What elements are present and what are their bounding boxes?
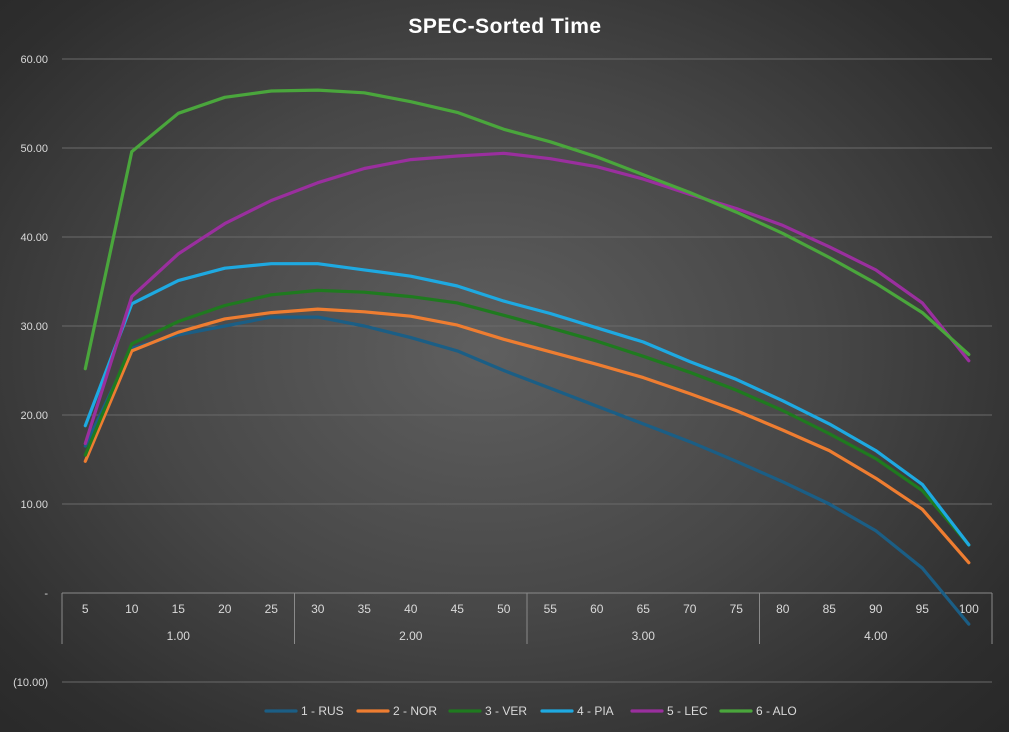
x-tick-label: 100 (959, 602, 979, 616)
x-tick-label: 55 (544, 602, 558, 616)
x-group-label: 3.00 (632, 629, 656, 643)
y-tick-label: 10.00 (20, 499, 48, 511)
legend-label: 5 - LEC (667, 704, 708, 718)
x-tick-label: 5 (82, 602, 89, 616)
x-tick-label: 95 (916, 602, 930, 616)
x-tick-label: 60 (590, 602, 604, 616)
x-group-label: 4.00 (864, 629, 888, 643)
x-tick-label: 45 (451, 602, 465, 616)
x-group-label: 2.00 (399, 629, 423, 643)
y-tick-label: 40.00 (20, 232, 48, 244)
x-tick-label: 85 (823, 602, 837, 616)
series-line-6-alo (83, 88, 971, 371)
x-tick-label: 30 (311, 602, 325, 616)
x-axis: 5 10 15 20 25 30 35 40 45 50 55 60 65 70 75 80 85 90 95 100… (61, 593, 993, 644)
x-tick-label: 75 (730, 602, 744, 616)
x-tick-label: 80 (776, 602, 790, 616)
series-line-5-lec (83, 151, 971, 446)
y-tick-label: (10.00) (13, 677, 48, 689)
y-tick-label: 20.00 (20, 410, 48, 422)
series-line-2-nor (83, 307, 971, 565)
chart-title: SPEC-Sorted Time (408, 15, 601, 38)
legend-label: 1 - RUS (301, 704, 344, 718)
x-tick-label: 10 (125, 602, 139, 616)
y-tick-label: 60.00 (20, 54, 48, 66)
x-tick-label: 25 (265, 602, 279, 616)
gridlines (62, 58, 992, 683)
legend-label: 2 - NOR (393, 704, 437, 718)
legend: 1 - RUS 2 - NOR 3 - VER 4 - PIA 5 - LEC 6 - A… (264, 704, 797, 718)
series-line-4-pia (83, 262, 971, 547)
x-tick-label: 90 (869, 602, 883, 616)
legend-label: 4 - PIA (577, 704, 614, 718)
x-tick-label: 70 (683, 602, 697, 616)
x-tick-label: 35 (358, 602, 372, 616)
series-line-3-ver (83, 288, 971, 547)
y-tick-label: 30.00 (20, 321, 48, 333)
y-tick-label: - (44, 588, 48, 600)
y-axis: (10.00) - 10.00 20.00 30.00 40.00 50.00 60.00 (13, 54, 48, 689)
x-tick-label: 15 (172, 602, 186, 616)
series-lines (83, 88, 971, 626)
x-tick-label: 40 (404, 602, 418, 616)
legend-label: 3 - VER (485, 704, 527, 718)
x-group-label: 1.00 (167, 629, 191, 643)
series-line-1-rus (83, 315, 971, 626)
y-tick-label: 50.00 (20, 143, 48, 155)
x-tick-label: 50 (497, 602, 511, 616)
legend-label: 6 - ALO (756, 704, 797, 718)
x-tick-label: 65 (637, 602, 651, 616)
x-tick-label: 20 (218, 602, 232, 616)
